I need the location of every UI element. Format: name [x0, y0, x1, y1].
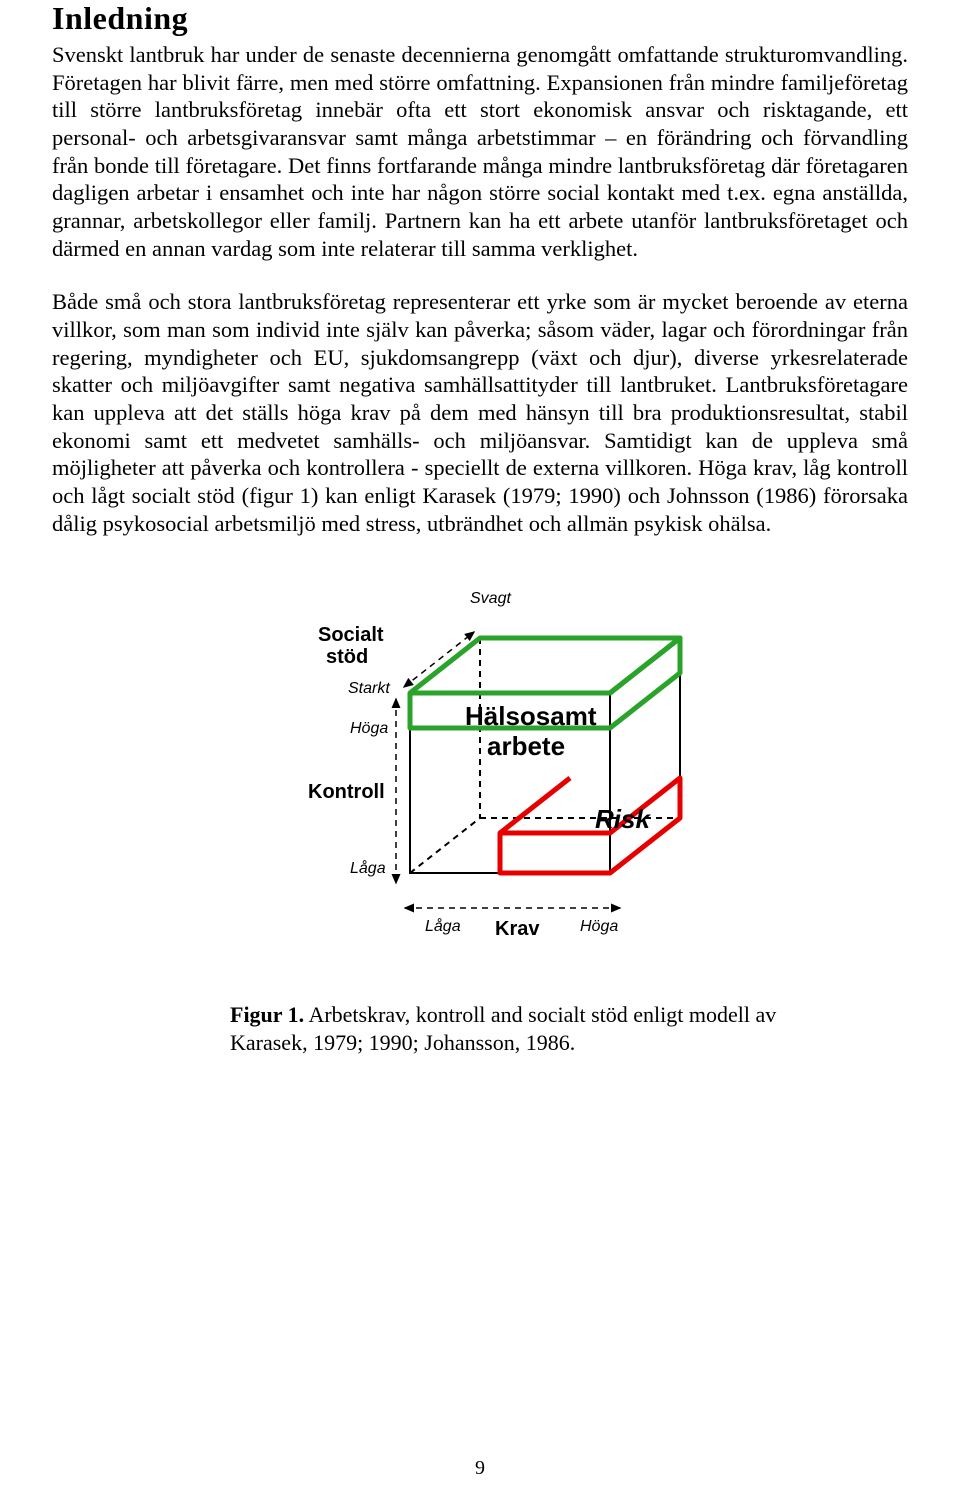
document-page: Inledning Svenskt lantbruk har under de … — [0, 0, 960, 1502]
caption-label: Figur 1. — [230, 1002, 304, 1027]
svg-text:Hälsosamt: Hälsosamt — [465, 701, 597, 731]
svg-text:Socialt: Socialt — [318, 624, 384, 646]
svg-text:Krav: Krav — [495, 918, 540, 940]
svg-text:Låga: Låga — [350, 859, 386, 877]
svg-text:Starkt: Starkt — [348, 680, 390, 697]
figure-caption: Figur 1. Arbetskrav, kontroll and social… — [120, 1001, 840, 1056]
paragraph-2: Både små och stora lantbruksföretag repr… — [52, 288, 908, 537]
svg-text:Risk: Risk — [595, 804, 651, 834]
svg-text:arbete: arbete — [487, 731, 565, 761]
cube-diagram: Socialtstöd Svagt Starkt Höga Låga Kontroll Lå… — [260, 573, 700, 973]
caption-text: Arbetskrav, kontroll and socialt stöd en… — [230, 1002, 776, 1055]
page-title: Inledning — [52, 0, 908, 37]
svg-text:stöd: stöd — [326, 646, 368, 668]
svg-text:Kontroll: Kontroll — [308, 781, 385, 803]
svg-text:Höga: Höga — [580, 918, 618, 935]
svg-text:Höga: Höga — [350, 720, 388, 737]
page-number: 9 — [0, 1457, 960, 1480]
figure-1: Socialtstöd Svagt Starkt Höga Låga Kontroll Lå… — [52, 573, 908, 1056]
svg-text:Låga: Låga — [425, 917, 461, 935]
svg-text:Svagt: Svagt — [470, 590, 511, 607]
paragraph-1: Svenskt lantbruk har under de senaste de… — [52, 41, 908, 262]
